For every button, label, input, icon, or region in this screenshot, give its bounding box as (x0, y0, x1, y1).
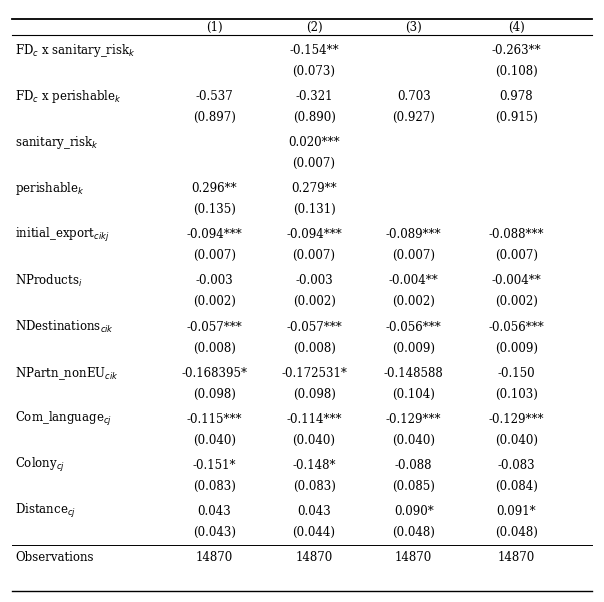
Text: (0.083): (0.083) (193, 480, 236, 493)
Text: NProducts$_i$: NProducts$_i$ (15, 273, 83, 289)
Text: (0.073): (0.073) (292, 65, 336, 78)
Text: (0.007): (0.007) (392, 249, 435, 262)
Text: -0.168395*: -0.168395* (181, 367, 248, 380)
Text: (0.098): (0.098) (293, 388, 335, 400)
Text: FD$_c$ x perishable$_k$: FD$_c$ x perishable$_k$ (15, 88, 121, 105)
Text: (0.043): (0.043) (193, 526, 236, 539)
Text: 0.043: 0.043 (297, 505, 331, 518)
Text: (0.927): (0.927) (393, 111, 435, 124)
Text: 0.043: 0.043 (198, 505, 231, 518)
Text: (0.098): (0.098) (193, 388, 236, 400)
Text: (0.040): (0.040) (292, 433, 336, 447)
Text: (0.897): (0.897) (193, 111, 236, 124)
Text: 0.296**: 0.296** (191, 182, 237, 195)
Text: 14870: 14870 (395, 551, 432, 564)
Text: (0.007): (0.007) (193, 249, 236, 262)
Text: (0.008): (0.008) (293, 341, 335, 355)
Text: (0.008): (0.008) (193, 341, 236, 355)
Text: -0.004**: -0.004** (389, 275, 439, 288)
Text: (0.007): (0.007) (292, 249, 336, 262)
Text: -0.148*: -0.148* (292, 459, 336, 472)
Text: (0.002): (0.002) (393, 296, 435, 308)
Text: sanitary_risk$_k$: sanitary_risk$_k$ (15, 134, 99, 151)
Text: 0.279**: 0.279** (291, 182, 337, 195)
Text: 14870: 14870 (498, 551, 535, 564)
Text: -0.129***: -0.129*** (386, 413, 442, 426)
Text: -0.115***: -0.115*** (187, 413, 242, 426)
Text: 14870: 14870 (196, 551, 233, 564)
Text: (0.009): (0.009) (495, 341, 538, 355)
Text: (0.104): (0.104) (393, 388, 435, 400)
Text: (0.083): (0.083) (293, 480, 335, 493)
Text: Distance$_{cj}$: Distance$_{cj}$ (15, 503, 76, 521)
Text: (0.085): (0.085) (393, 480, 435, 493)
Text: 0.091*: 0.091* (496, 505, 536, 518)
Text: (0.002): (0.002) (193, 296, 236, 308)
Text: (0.048): (0.048) (495, 526, 538, 539)
Text: -0.172531*: -0.172531* (281, 367, 347, 380)
Text: NDestinations$_{cik}$: NDestinations$_{cik}$ (15, 319, 114, 335)
Text: FD$_c$ x sanitary_risk$_k$: FD$_c$ x sanitary_risk$_k$ (15, 42, 136, 59)
Text: (0.009): (0.009) (392, 341, 435, 355)
Text: (0.915): (0.915) (495, 111, 538, 124)
Text: (0.108): (0.108) (495, 65, 538, 78)
Text: NPartn_nonEU$_{cik}$: NPartn_nonEU$_{cik}$ (15, 365, 119, 382)
Text: -0.056***: -0.056*** (489, 320, 544, 334)
Text: (0.002): (0.002) (293, 296, 335, 308)
Text: 0.020***: 0.020*** (288, 136, 340, 149)
Text: (2): (2) (306, 20, 323, 34)
Text: -0.056***: -0.056*** (386, 320, 442, 334)
Text: 0.090*: 0.090* (394, 505, 434, 518)
Text: Com_language$_{cj}$: Com_language$_{cj}$ (15, 410, 112, 428)
Text: Colony$_{cj}$: Colony$_{cj}$ (15, 456, 65, 474)
Text: 14870: 14870 (295, 551, 333, 564)
Text: -0.114***: -0.114*** (286, 413, 342, 426)
Text: -0.003: -0.003 (295, 275, 333, 288)
Text: (0.131): (0.131) (293, 203, 335, 216)
Text: -0.129***: -0.129*** (489, 413, 544, 426)
Text: -0.057***: -0.057*** (187, 320, 242, 334)
Text: -0.004**: -0.004** (492, 275, 541, 288)
Text: -0.154**: -0.154** (289, 44, 339, 57)
Text: (1): (1) (206, 20, 223, 34)
Text: -0.088: -0.088 (395, 459, 432, 472)
Text: (3): (3) (405, 20, 422, 34)
Text: (0.007): (0.007) (292, 157, 336, 170)
Text: (0.002): (0.002) (495, 296, 538, 308)
Text: -0.083: -0.083 (498, 459, 535, 472)
Text: initial_export$_{cikj}$: initial_export$_{cikj}$ (15, 226, 110, 244)
Text: -0.151*: -0.151* (193, 459, 236, 472)
Text: Observations: Observations (15, 551, 94, 564)
Text: -0.148588: -0.148588 (384, 367, 443, 380)
Text: 0.978: 0.978 (500, 90, 533, 103)
Text: -0.089***: -0.089*** (386, 228, 442, 241)
Text: (0.040): (0.040) (392, 433, 435, 447)
Text: 0.703: 0.703 (397, 90, 431, 103)
Text: (0.048): (0.048) (393, 526, 435, 539)
Text: (0.040): (0.040) (193, 433, 236, 447)
Text: (4): (4) (508, 20, 525, 34)
Text: -0.321: -0.321 (295, 90, 333, 103)
Text: -0.057***: -0.057*** (286, 320, 342, 334)
Text: perishable$_k$: perishable$_k$ (15, 180, 85, 197)
Text: -0.094***: -0.094*** (286, 228, 342, 241)
Text: -0.263**: -0.263** (492, 44, 541, 57)
Text: (0.040): (0.040) (495, 433, 538, 447)
Text: (0.044): (0.044) (292, 526, 336, 539)
Text: (0.084): (0.084) (495, 480, 538, 493)
Text: (0.890): (0.890) (293, 111, 335, 124)
Text: -0.088***: -0.088*** (489, 228, 544, 241)
Text: -0.003: -0.003 (196, 275, 233, 288)
Text: (0.103): (0.103) (495, 388, 538, 400)
Text: (0.135): (0.135) (193, 203, 236, 216)
Text: -0.150: -0.150 (498, 367, 535, 380)
Text: (0.007): (0.007) (495, 249, 538, 262)
Text: -0.537: -0.537 (196, 90, 233, 103)
Text: -0.094***: -0.094*** (187, 228, 242, 241)
